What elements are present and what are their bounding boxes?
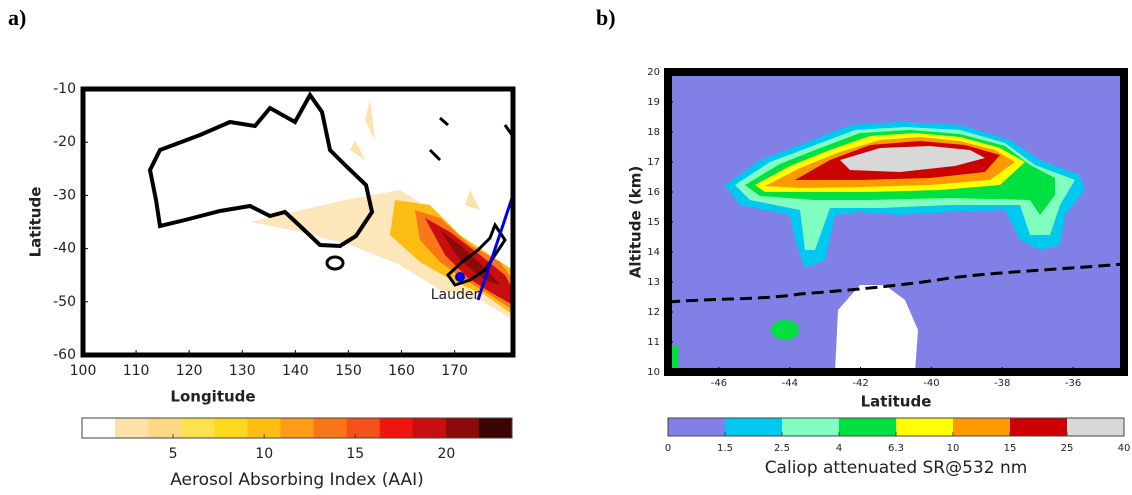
colorbar-tick-label: 40 — [1118, 443, 1131, 454]
colorbar-segment — [1010, 418, 1068, 436]
annotation: Lauder — [431, 287, 480, 303]
colorbar-segment — [115, 418, 149, 438]
colorbar-segment — [668, 418, 726, 436]
colorbar-segment — [478, 418, 513, 438]
colorbar-frame — [81, 417, 513, 439]
colorbar-tick-label: 2.5 — [774, 443, 790, 454]
colorbar-segment — [896, 418, 954, 436]
colorbar-tick-label: 15 — [1004, 443, 1017, 454]
colorbar-segment — [379, 418, 414, 438]
x-tick-label: 140 — [282, 363, 309, 379]
colorbar-segment — [148, 418, 182, 438]
colorbar-tick-label: 15 — [346, 446, 364, 462]
y-tick-label: -50 — [53, 294, 76, 310]
colorbar-segment — [1067, 418, 1125, 436]
x-tick-label: -38 — [994, 378, 1010, 389]
colorbar-segment — [412, 418, 447, 438]
colorbar-segment — [445, 418, 480, 438]
colorbar-segment — [247, 418, 281, 438]
x-tick-label: -42 — [852, 378, 868, 389]
colorbar-segment — [280, 418, 315, 438]
x-tick-label: -46 — [711, 378, 727, 389]
colorbar-tick-label: 4 — [836, 443, 842, 454]
y-tick-label: 12 — [647, 307, 660, 318]
curtain — [667, 72, 1125, 372]
panel-label: a) — [8, 5, 26, 30]
x-axis-label: Latitude — [861, 393, 932, 411]
colorbar-tick-label: 0 — [665, 443, 671, 454]
y-axis-label: Latitude — [27, 187, 45, 258]
y-tick-label: -10 — [53, 81, 76, 97]
colorbar-segment — [346, 418, 381, 438]
x-tick-label: -44 — [782, 378, 798, 389]
panel-label: b) — [596, 5, 616, 30]
y-tick-label: 10 — [647, 367, 660, 378]
y-axis-label: Altitude (km) — [627, 166, 645, 278]
colorbar-segment — [313, 418, 348, 438]
map — [83, 89, 514, 355]
y-tick-label: -20 — [53, 134, 76, 150]
colorbar-tick-label: 10 — [947, 443, 960, 454]
y-tick-label: 18 — [647, 127, 660, 138]
y-tick-label: 17 — [647, 157, 660, 168]
colorbar-label: Caliop attenuated SR@532 nm — [765, 458, 1028, 478]
x-tick-label: 130 — [229, 363, 256, 379]
y-tick-label: 19 — [647, 97, 660, 108]
x-tick-label: 160 — [388, 363, 415, 379]
x-tick-label: 110 — [123, 363, 150, 379]
colorbar-tick-label: 6.3 — [888, 443, 904, 454]
y-tick-label: -60 — [53, 347, 76, 363]
y-tick-label: -40 — [53, 241, 76, 257]
y-tick-label: 20 — [647, 67, 660, 78]
colorbar-tick-label: 10 — [255, 446, 273, 462]
x-tick-label: 150 — [335, 363, 362, 379]
colorbar-segment — [725, 418, 783, 436]
colorbar-segment — [214, 418, 248, 438]
y-tick-label: -30 — [53, 187, 76, 203]
colorbar-segment — [953, 418, 1011, 436]
y-tick-label: 11 — [647, 337, 660, 348]
x-axis-label: Longitude — [170, 388, 255, 406]
x-tick-label: 100 — [70, 363, 97, 379]
x-tick-label: 170 — [441, 363, 468, 379]
y-tick-label: 15 — [647, 217, 660, 228]
colorbar-tick-label: 1.5 — [717, 443, 733, 454]
colorbar-tick-label: 20 — [437, 446, 455, 462]
plot-frame — [80, 86, 516, 358]
colorbar-segment — [82, 418, 116, 438]
colorbar-segment — [782, 418, 840, 436]
colorbar-tick-label: 5 — [169, 446, 178, 462]
x-tick-label: -40 — [923, 378, 939, 389]
x-tick-label: 120 — [176, 363, 203, 379]
y-tick-label: 14 — [647, 247, 660, 258]
colorbar-label: Aerosol Absorbing Index (AAI) — [170, 470, 424, 490]
x-tick-label: -36 — [1065, 378, 1081, 389]
colorbar-tick-label: 25 — [1061, 443, 1074, 454]
colorbar-segment — [181, 418, 215, 438]
y-tick-label: 13 — [647, 277, 660, 288]
y-tick-label: 16 — [647, 187, 660, 198]
colorbar-segment — [839, 418, 897, 436]
